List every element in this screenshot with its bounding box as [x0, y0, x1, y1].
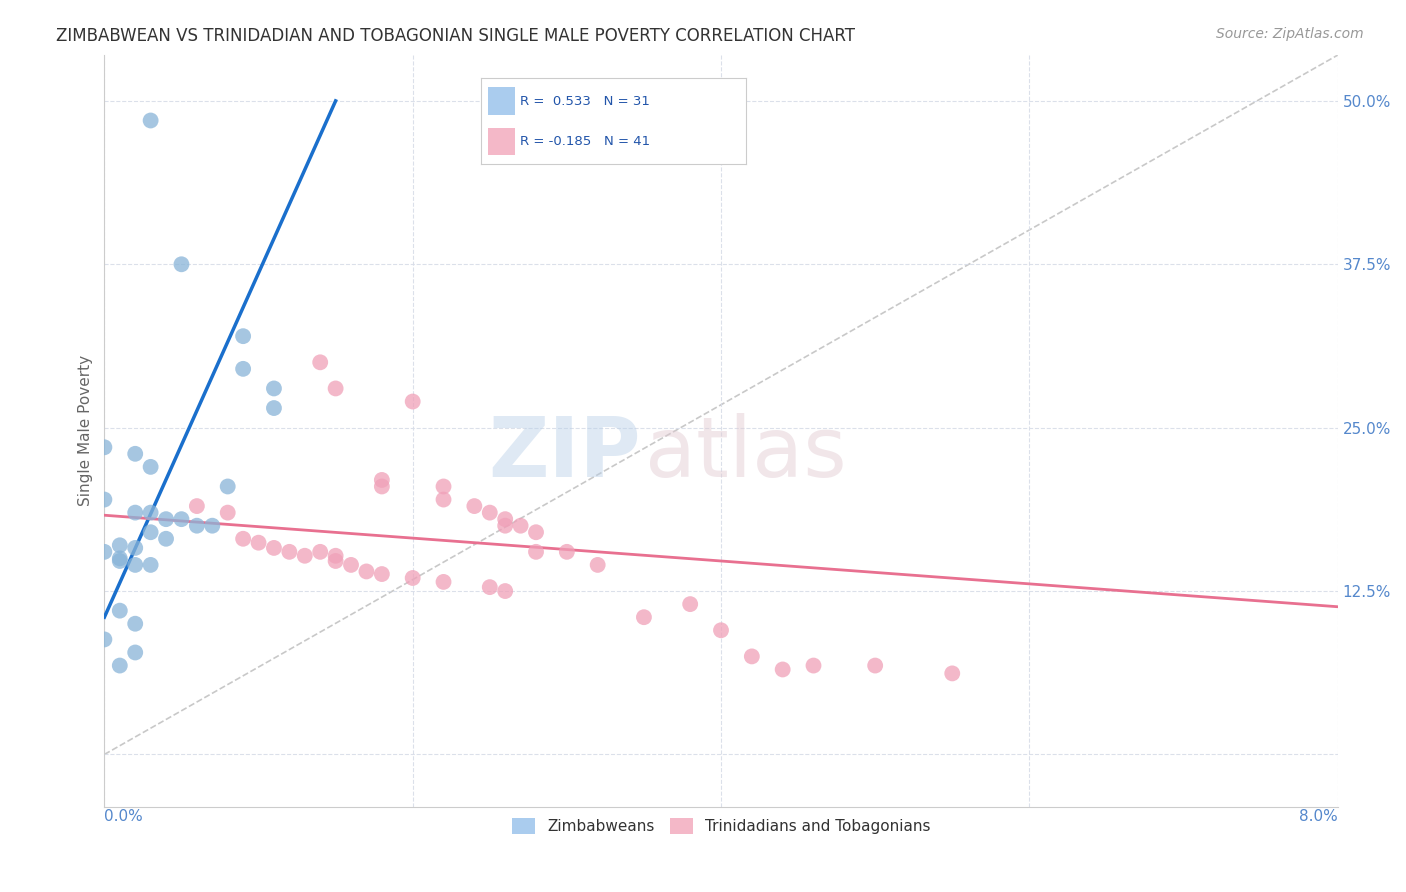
Point — [263, 541, 285, 555]
Point — [170, 512, 193, 526]
Point — [555, 545, 578, 559]
Text: 0.0%: 0.0% — [104, 809, 143, 824]
Point — [679, 597, 702, 611]
Point — [155, 512, 177, 526]
Text: ZIMBABWEAN VS TRINIDADIAN AND TOBAGONIAN SINGLE MALE POVERTY CORRELATION CHART: ZIMBABWEAN VS TRINIDADIAN AND TOBAGONIAN… — [56, 27, 855, 45]
Point — [93, 492, 115, 507]
Point — [232, 532, 254, 546]
Point — [139, 558, 162, 572]
Point — [139, 525, 162, 540]
Point — [371, 473, 394, 487]
Text: atlas: atlas — [644, 413, 846, 494]
Point — [124, 558, 146, 572]
Text: ZIP: ZIP — [488, 413, 641, 494]
Point — [217, 479, 239, 493]
Point — [803, 658, 825, 673]
Point — [124, 506, 146, 520]
Point — [108, 551, 131, 566]
Point — [478, 506, 501, 520]
Point — [494, 518, 516, 533]
Point — [124, 447, 146, 461]
Point — [772, 663, 794, 677]
Point — [201, 518, 224, 533]
Point — [402, 571, 425, 585]
Point — [309, 355, 332, 369]
Point — [139, 506, 162, 520]
Point — [509, 518, 531, 533]
Point — [263, 401, 285, 415]
Point — [710, 624, 733, 638]
Point — [371, 479, 394, 493]
Point — [356, 565, 378, 579]
Point — [93, 440, 115, 454]
Point — [325, 381, 347, 395]
Point — [124, 616, 146, 631]
Point — [494, 584, 516, 599]
Point — [340, 558, 363, 572]
Text: Source: ZipAtlas.com: Source: ZipAtlas.com — [1216, 27, 1364, 41]
Legend: Zimbabweans, Trinidadians and Tobagonians: Zimbabweans, Trinidadians and Tobagonian… — [506, 813, 936, 840]
Point — [124, 541, 146, 555]
Point — [139, 459, 162, 474]
Point — [108, 554, 131, 568]
Point — [402, 394, 425, 409]
Point — [263, 381, 285, 395]
Point — [432, 574, 454, 589]
Point — [478, 580, 501, 594]
Point — [108, 658, 131, 673]
Point — [463, 499, 485, 513]
Point — [217, 506, 239, 520]
Text: 8.0%: 8.0% — [1299, 809, 1337, 824]
Point — [232, 329, 254, 343]
Point — [139, 113, 162, 128]
Point — [432, 492, 454, 507]
Point — [309, 545, 332, 559]
Point — [863, 658, 886, 673]
Point — [155, 532, 177, 546]
Point — [524, 525, 547, 540]
Point — [186, 499, 208, 513]
Point — [325, 554, 347, 568]
Point — [124, 645, 146, 659]
Point — [371, 567, 394, 582]
Point — [432, 479, 454, 493]
Point — [93, 545, 115, 559]
Y-axis label: Single Male Poverty: Single Male Poverty — [79, 355, 93, 507]
Point — [93, 632, 115, 647]
Point — [586, 558, 609, 572]
Point — [186, 518, 208, 533]
Point — [741, 649, 763, 664]
Point — [325, 549, 347, 563]
Point — [247, 535, 270, 549]
Point — [941, 666, 963, 681]
Point — [108, 538, 131, 552]
Point — [633, 610, 655, 624]
Point — [232, 362, 254, 376]
Point — [170, 257, 193, 271]
Point — [294, 549, 316, 563]
Point — [494, 512, 516, 526]
Point — [278, 545, 301, 559]
Point — [524, 545, 547, 559]
Point — [108, 604, 131, 618]
